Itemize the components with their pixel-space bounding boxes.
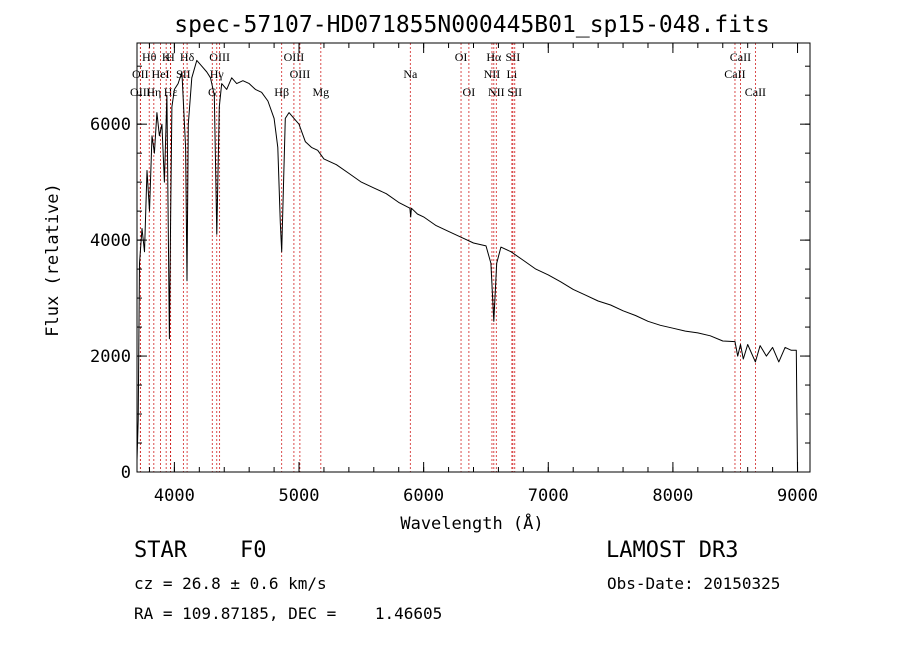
line-marker-label: Na bbox=[403, 67, 418, 81]
line-marker-label: OIII bbox=[290, 67, 311, 81]
line-marker-label: Hγ bbox=[210, 67, 225, 81]
line-marker-label: Hα bbox=[486, 50, 502, 64]
obs-date: Obs-Date: 20150325 bbox=[607, 574, 781, 593]
spectrum-line bbox=[136, 59, 798, 473]
line-marker-label: Hη bbox=[146, 85, 161, 99]
coordinates: RA = 109.87185, DEC = 1.46605 bbox=[134, 604, 443, 623]
y-tick-label: 0 bbox=[121, 463, 131, 483]
line-marker-label: OIII bbox=[209, 50, 230, 64]
line-marker-label: OI bbox=[463, 85, 476, 99]
line-marker-label: Hβ bbox=[274, 85, 289, 99]
survey-name: LAMOST DR3 bbox=[606, 538, 739, 563]
x-tick-label: 7000 bbox=[528, 486, 569, 506]
line-marker-label: CaII bbox=[745, 85, 766, 99]
line-marker-label: CaII bbox=[730, 50, 751, 64]
line-marker-label: SII bbox=[176, 67, 191, 81]
x-tick-label: 4000 bbox=[154, 486, 195, 506]
line-marker-label: Li bbox=[507, 67, 518, 81]
x-tick-label: 6000 bbox=[403, 486, 444, 506]
line-marker-label: OIII bbox=[130, 85, 151, 99]
line-marker-label: SII bbox=[506, 50, 521, 64]
plot-frame bbox=[136, 42, 811, 473]
line-marker-label: SII bbox=[507, 85, 522, 99]
line-marker-label: Mg bbox=[312, 85, 329, 99]
line-marker-label: NII bbox=[484, 67, 501, 81]
y-tick-label: 4000 bbox=[90, 231, 131, 251]
line-marker-label: OIII bbox=[284, 50, 305, 64]
line-marker-label: NII bbox=[488, 85, 505, 99]
y-tick-label: 6000 bbox=[90, 115, 131, 135]
series-layer bbox=[136, 59, 798, 473]
line-marker-label: K bbox=[162, 50, 171, 64]
y-axis-label: Flux (relative) bbox=[43, 183, 63, 337]
line-marker-label: H bbox=[166, 50, 175, 64]
line-marker-label: Hδ bbox=[180, 50, 195, 64]
line-marker-label: CaII bbox=[724, 67, 745, 81]
spectral-subclass: F0 bbox=[240, 538, 267, 563]
axes: 4000 5000 6000 7000 8000 9000 0 2000 4000 6000 bbox=[90, 42, 818, 506]
line-marker-label: Hθ bbox=[142, 50, 157, 64]
line-marker-label: G bbox=[208, 85, 217, 99]
line-marker-label: OII bbox=[132, 67, 149, 81]
x-tick-label: 5000 bbox=[279, 486, 320, 506]
line-marker-label: HeI bbox=[152, 67, 170, 81]
x-tick-label: 8000 bbox=[652, 486, 693, 506]
y-tick-label: 2000 bbox=[90, 347, 131, 367]
line-marker-label: OI bbox=[455, 50, 468, 64]
object-class: STAR bbox=[134, 538, 187, 563]
x-tick-label: 9000 bbox=[777, 486, 818, 506]
chart-title: spec-57107-HD071855N000445B01_sp15-048.f… bbox=[174, 12, 769, 38]
x-axis-label: Wavelength (Å) bbox=[400, 512, 543, 534]
redshift-cz: cz = 26.8 ± 0.6 km/s bbox=[134, 574, 327, 593]
